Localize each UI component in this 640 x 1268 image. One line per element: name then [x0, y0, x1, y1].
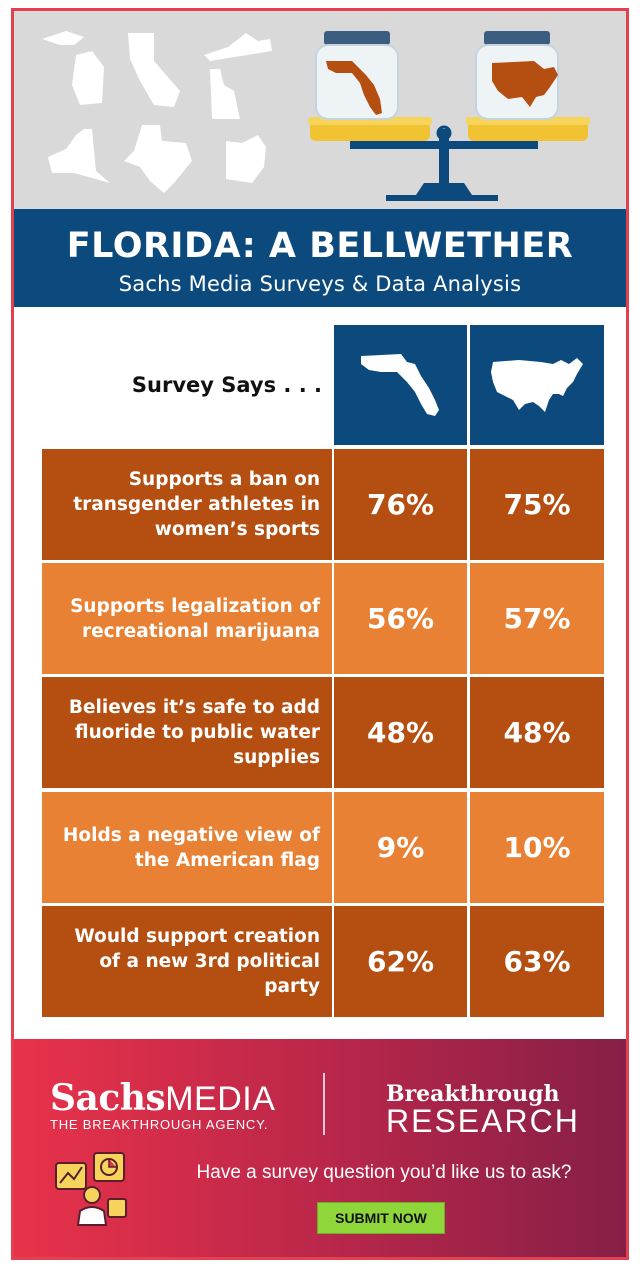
page-subtitle: Sachs Media Surveys & Data Analysis: [118, 272, 522, 296]
breakthrough-research-logo[interactable]: Breakthrough RESEARCH: [386, 1081, 580, 1140]
table-row: Supports legalization of recreational ma…: [42, 563, 604, 674]
footer-divider: [323, 1073, 325, 1135]
florida-jar-icon: [326, 61, 382, 115]
us-value: 75%: [470, 449, 604, 560]
research-analyst-icon: [50, 1149, 130, 1233]
us-value: 48%: [470, 677, 604, 788]
idaho-icon: [210, 69, 240, 119]
row-label: Supports legalization of recreational ma…: [42, 563, 332, 674]
florida-map-icon: [360, 354, 439, 416]
florida-value: 48%: [334, 677, 467, 788]
florida-value: 62%: [334, 906, 467, 1017]
sachs-brand-media: MEDIA: [165, 1080, 276, 1118]
new-york-icon: [48, 129, 110, 183]
survey-table: Survey Says . . . Supports a ban on tran…: [42, 325, 606, 1019]
sachs-tagline: THE BREAKTHROUGH AGENCY.: [50, 1117, 269, 1132]
title-banner: FLORIDA: A BELLWETHER Sachs Media Survey…: [14, 209, 626, 307]
usa-jar-icon: [492, 61, 558, 107]
row-label: Holds a negative view of the American fl…: [42, 792, 332, 903]
table-row: Would support creation of a new 3rd poli…: [42, 906, 604, 1017]
florida-value: 9%: [334, 792, 467, 903]
sachs-brand: Sachs: [50, 1077, 166, 1119]
scale-illustration: [14, 11, 626, 209]
breakthrough-text: Breakthrough: [386, 1081, 560, 1107]
cta-question: Have a survey question you’d like us to …: [196, 1162, 572, 1183]
row-label: Believes it’s safe to add fluoride to pu…: [42, 677, 332, 788]
page-title: FLORIDA: A BELLWETHER: [66, 226, 574, 266]
us-value: 57%: [470, 563, 604, 674]
table-row: Believes it’s safe to add fluoride to pu…: [42, 677, 604, 788]
florida-value: 76%: [334, 449, 467, 560]
california-icon: [128, 33, 180, 107]
infographic-frame: FLORIDA: A BELLWETHER Sachs Media Survey…: [11, 8, 629, 1260]
submit-now-button[interactable]: SUBMIT NOW: [317, 1202, 445, 1234]
survey-says-label: Survey Says . . .: [131, 373, 322, 397]
balance-scale-icon: [308, 31, 590, 201]
ohio-icon: [226, 135, 266, 183]
usa-map-icon: [491, 358, 583, 412]
michigan-icon: [42, 31, 104, 105]
table-row: Holds a negative view of the American fl…: [42, 792, 604, 903]
research-text: RESEARCH: [386, 1103, 580, 1139]
florida-value: 56%: [334, 563, 467, 674]
texas-icon: [124, 125, 192, 193]
table-row: Supports a ban on transgender athletes i…: [42, 449, 604, 560]
florida-column-header: [334, 325, 467, 445]
us-value: 63%: [470, 906, 604, 1017]
row-label: Would support creation of a new 3rd poli…: [42, 906, 332, 1017]
virginia-icon: [204, 33, 272, 61]
footer: SachsMEDIA THE BREAKTHROUGH AGENCY. Brea…: [14, 1039, 626, 1257]
row-label: Supports a ban on transgender athletes i…: [42, 449, 332, 560]
usa-column-header: [470, 325, 604, 445]
us-value: 10%: [470, 792, 604, 903]
sachs-media-logo[interactable]: SachsMEDIA THE BREAKTHROUGH AGENCY.: [50, 1077, 275, 1132]
